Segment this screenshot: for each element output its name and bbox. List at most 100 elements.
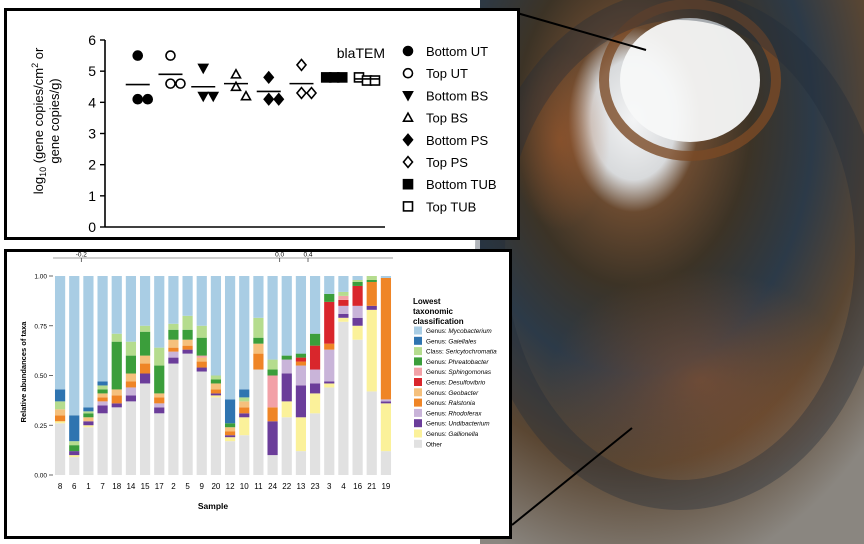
top-ps-point	[295, 58, 308, 72]
bottom-ut-point	[132, 93, 144, 105]
bar-segment-undibacterium	[380, 401, 392, 404]
bottom-ps-point	[263, 92, 275, 106]
legend-swatch-phreatobacter	[414, 357, 422, 366]
bar-segment-mycobacterium	[253, 276, 264, 318]
bar-segment-rhodoferax	[97, 401, 108, 406]
legend-label: Bottom TUB	[426, 177, 497, 192]
bar-segment-gallionella	[83, 425, 94, 428]
bar-segment-other	[168, 363, 179, 475]
bar-segment-undibacterium	[182, 349, 193, 354]
bar-segment-gallionella	[380, 403, 392, 452]
bar-segment-phreatobacter	[295, 353, 307, 358]
bar-segment-phreatobacter	[97, 389, 108, 394]
x-tick-label: 13	[296, 482, 305, 491]
bar-segment-ralstonia	[54, 415, 66, 422]
bar-segment-mycobacterium	[352, 276, 363, 280]
top-bs-point	[230, 68, 242, 79]
x-tick-label: 22	[282, 482, 291, 491]
bar-segment-sphingomonas	[267, 375, 278, 408]
x-tick-label: 12	[226, 482, 235, 491]
bar-segment-undibacterium	[210, 393, 222, 396]
legend-taxon: Phreatobacter	[448, 359, 489, 366]
bar-segment-phreatobacter	[154, 365, 165, 394]
legend-title-line: Lowest	[413, 297, 441, 306]
x-tick-label: 14	[126, 482, 135, 491]
bar-segment-rhodoferax	[295, 365, 307, 386]
bar-segment-geobacter	[139, 355, 151, 364]
bar-segment-mycobacterium	[239, 276, 250, 390]
bar-segment-mycobacterium	[97, 276, 108, 382]
x-tick-label: 5	[185, 482, 190, 491]
bar-segment-phreatobacter	[69, 445, 80, 452]
legend-label: Genus: Ralstonia	[426, 400, 475, 407]
bar-segment-rhodoferax	[324, 349, 335, 382]
bar-segment-undibacterium	[139, 373, 151, 384]
bar-segment-undibacterium	[111, 403, 122, 408]
bar-segment-rhodoferax	[352, 305, 363, 318]
legend-swatch-sphingomonas	[414, 367, 422, 376]
bar-segment-other	[239, 435, 250, 475]
legend-label: Top TUB	[426, 199, 476, 214]
bar-segment-rhodoferax	[281, 359, 292, 374]
bar-segment-phreatobacter	[309, 333, 321, 346]
blatem-scatter-chart: log10 (gene copies/cm2 or gene copies/g)…	[30, 32, 497, 235]
bar-segment-geobacter	[168, 339, 179, 348]
legend-marker	[402, 111, 414, 122]
legend-title-line: taxonomic	[413, 307, 454, 316]
legend-prefix: Genus:	[426, 338, 448, 345]
bar-segment-mycobacterium	[309, 276, 321, 334]
y-axis-title: Relative abundances of taxa	[19, 321, 28, 423]
top-ut-point	[165, 50, 176, 61]
x-tick-label: 7	[100, 482, 105, 491]
bottom-bs-point	[197, 91, 210, 103]
bar-segment-rhodoferax	[125, 387, 137, 396]
bottom-ps-point	[273, 92, 285, 106]
legend-prefix: Genus:	[426, 421, 448, 428]
legend-swatch-undibacterium	[414, 419, 422, 428]
top-ps-point	[305, 86, 318, 100]
y-tick-label: 0.50	[34, 373, 47, 380]
bar-segment-undibacterium	[295, 385, 307, 418]
bar-segment-ralstonia	[168, 347, 179, 352]
legend-prefix: Genus:	[426, 369, 448, 376]
bar-segment-sericytochromatia	[182, 315, 193, 330]
y-tick-label: 1.00	[34, 274, 47, 281]
bar-segment-ralstonia	[125, 381, 137, 388]
bar-segment-other	[125, 401, 137, 475]
legend-marker	[402, 201, 414, 212]
bar-segment-desulfovibrio	[324, 301, 335, 344]
bar-segment-mycobacterium	[154, 276, 165, 348]
bar-segment-phreatobacter	[253, 337, 264, 344]
legend-marker	[402, 178, 414, 190]
bar-segment-ralstonia	[366, 281, 377, 306]
top-bs-point	[230, 80, 242, 92]
legend-prefix: Genus:	[426, 359, 448, 366]
legend-label: Bottom UT	[426, 44, 488, 59]
top-ut-point	[165, 78, 176, 89]
bar-segment-rhodoferax	[380, 399, 392, 402]
y-axis-title-line2: gene copies/g)	[47, 78, 62, 163]
bar-segment-ralstonia	[239, 407, 250, 414]
bar-segment-other	[267, 455, 278, 475]
legend-prefix: Genus:	[426, 328, 448, 335]
legend-taxon: Sericytochromatia	[446, 349, 498, 356]
bar-segment-phreatobacter	[210, 379, 222, 384]
bar-segment-gaiellales	[54, 389, 66, 402]
bar-plot-area: 8 6 1 7 18 14 15 17 2 5 9 20 12 10 11 24 22 13 23 3 4 16 21 190…	[34, 252, 393, 491]
bar-segment-mycobacterium	[338, 276, 349, 292]
x-tick-label: 23	[311, 482, 320, 491]
top-tick-label: 0.4	[303, 252, 312, 259]
legend-prefix: Genus:	[426, 431, 448, 438]
top-tick-label: -0.2	[76, 252, 88, 259]
bar-segment-ralstonia	[267, 407, 278, 422]
bar-segment-other	[111, 407, 122, 475]
bar-segment-ralstonia	[154, 397, 165, 404]
bar-segment-phreatobacter	[182, 329, 193, 340]
legend-label: Genus: Undibacterium	[426, 421, 490, 428]
bar-segment-sphingomonas	[338, 295, 349, 300]
y-tick-label: 2	[88, 157, 96, 173]
legend-title-line: classification	[413, 317, 464, 326]
bar-segment-sericytochromatia	[111, 333, 122, 342]
legend-swatch-other	[414, 439, 422, 448]
